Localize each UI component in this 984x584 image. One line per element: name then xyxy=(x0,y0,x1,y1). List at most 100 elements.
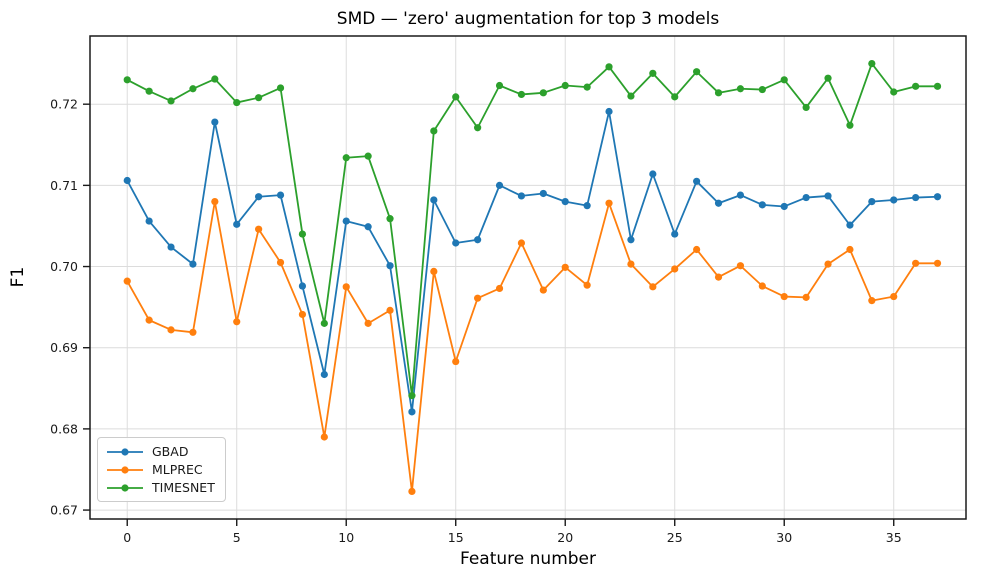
data-point xyxy=(627,260,635,268)
data-point xyxy=(408,487,416,495)
data-point xyxy=(123,277,131,285)
data-point xyxy=(714,89,723,97)
data-point xyxy=(211,118,219,126)
legend-item-mlprec: MLPREC xyxy=(106,462,215,477)
x-tick-label: 35 xyxy=(886,530,902,545)
data-point xyxy=(561,198,569,206)
data-point xyxy=(714,199,723,207)
data-point xyxy=(605,107,613,116)
mlprec-line-marker-icon xyxy=(107,465,143,474)
data-point xyxy=(255,225,263,233)
data-point xyxy=(693,68,701,76)
data-point xyxy=(298,230,307,238)
data-point xyxy=(627,236,635,244)
series-line-timesnet xyxy=(126,62,938,397)
data-point xyxy=(255,94,263,102)
data-point xyxy=(298,310,307,319)
legend-label-timesnet: TIMESNET xyxy=(152,480,215,495)
y-tick-label: 0.69 xyxy=(50,340,78,355)
gbad-line-marker-icon xyxy=(107,447,143,456)
data-point xyxy=(342,217,350,225)
data-point xyxy=(671,230,679,238)
data-point xyxy=(933,193,942,201)
data-point xyxy=(474,236,482,244)
data-point xyxy=(342,283,350,291)
data-point xyxy=(912,82,920,90)
data-point xyxy=(517,90,526,99)
x-tick-label: 5 xyxy=(233,530,241,545)
data-point xyxy=(671,265,679,273)
data-point xyxy=(693,177,701,185)
data-point xyxy=(145,316,153,324)
data-point xyxy=(495,284,504,293)
x-tick-label: 10 xyxy=(338,530,354,545)
data-point xyxy=(933,259,942,267)
data-point xyxy=(430,127,438,135)
data-point xyxy=(758,282,766,290)
data-point xyxy=(583,202,591,210)
data-point xyxy=(189,85,197,93)
y-tick-label: 0.71 xyxy=(50,178,78,193)
data-point xyxy=(167,243,175,251)
data-point xyxy=(298,282,307,290)
data-point xyxy=(452,239,460,247)
data-point xyxy=(342,154,350,162)
x-tick-label: 25 xyxy=(667,530,683,545)
gridlines xyxy=(90,36,966,519)
data-point xyxy=(255,193,263,201)
data-point xyxy=(868,297,876,305)
data-point xyxy=(605,199,613,207)
data-point xyxy=(495,81,504,90)
data-point xyxy=(145,217,153,225)
data-point xyxy=(671,93,679,101)
data-point xyxy=(430,196,438,204)
data-point xyxy=(824,192,832,200)
series-timesnet xyxy=(123,60,942,400)
data-point xyxy=(539,189,547,198)
data-point xyxy=(517,239,526,247)
x-tick-label: 30 xyxy=(776,530,792,545)
series-line-mlprec xyxy=(126,200,938,493)
data-point xyxy=(430,267,438,276)
data-point xyxy=(386,215,394,223)
data-point xyxy=(736,85,745,93)
y-tick-label: 0.68 xyxy=(50,421,78,436)
data-point xyxy=(123,176,131,185)
data-point xyxy=(408,392,416,400)
data-point xyxy=(758,85,766,94)
data-point xyxy=(736,191,745,199)
legend-item-timesnet: TIMESNET xyxy=(106,480,215,495)
data-point xyxy=(211,198,219,206)
plot-frame xyxy=(89,35,967,520)
data-point xyxy=(627,92,635,100)
data-point xyxy=(167,97,175,105)
data-point xyxy=(276,191,285,199)
data-point xyxy=(233,220,241,228)
chart-title: SMD — 'zero' augmentation for top 3 mode… xyxy=(336,9,720,29)
timesnet-line-marker-icon xyxy=(107,483,143,492)
data-point xyxy=(758,201,766,209)
data-point xyxy=(364,223,372,231)
data-point xyxy=(780,292,788,301)
data-point xyxy=(912,259,920,267)
legend: GBAD MLPREC TIMESNET xyxy=(97,437,226,502)
data-point xyxy=(890,88,898,96)
y-tick-label: 0.70 xyxy=(50,259,78,274)
y-axis-label: F1 xyxy=(8,266,28,288)
data-point xyxy=(605,63,613,71)
data-point xyxy=(583,281,591,289)
data-point xyxy=(386,262,394,270)
data-point xyxy=(276,84,285,92)
data-point xyxy=(474,294,482,302)
legend-label-gbad: GBAD xyxy=(152,444,189,459)
data-point xyxy=(189,260,197,268)
data-point xyxy=(364,152,372,160)
data-point xyxy=(233,318,241,326)
data-point xyxy=(868,60,876,68)
data-point xyxy=(802,193,810,202)
data-point xyxy=(320,433,328,441)
data-point xyxy=(780,76,788,84)
data-point xyxy=(912,193,920,202)
data-point xyxy=(211,75,219,83)
